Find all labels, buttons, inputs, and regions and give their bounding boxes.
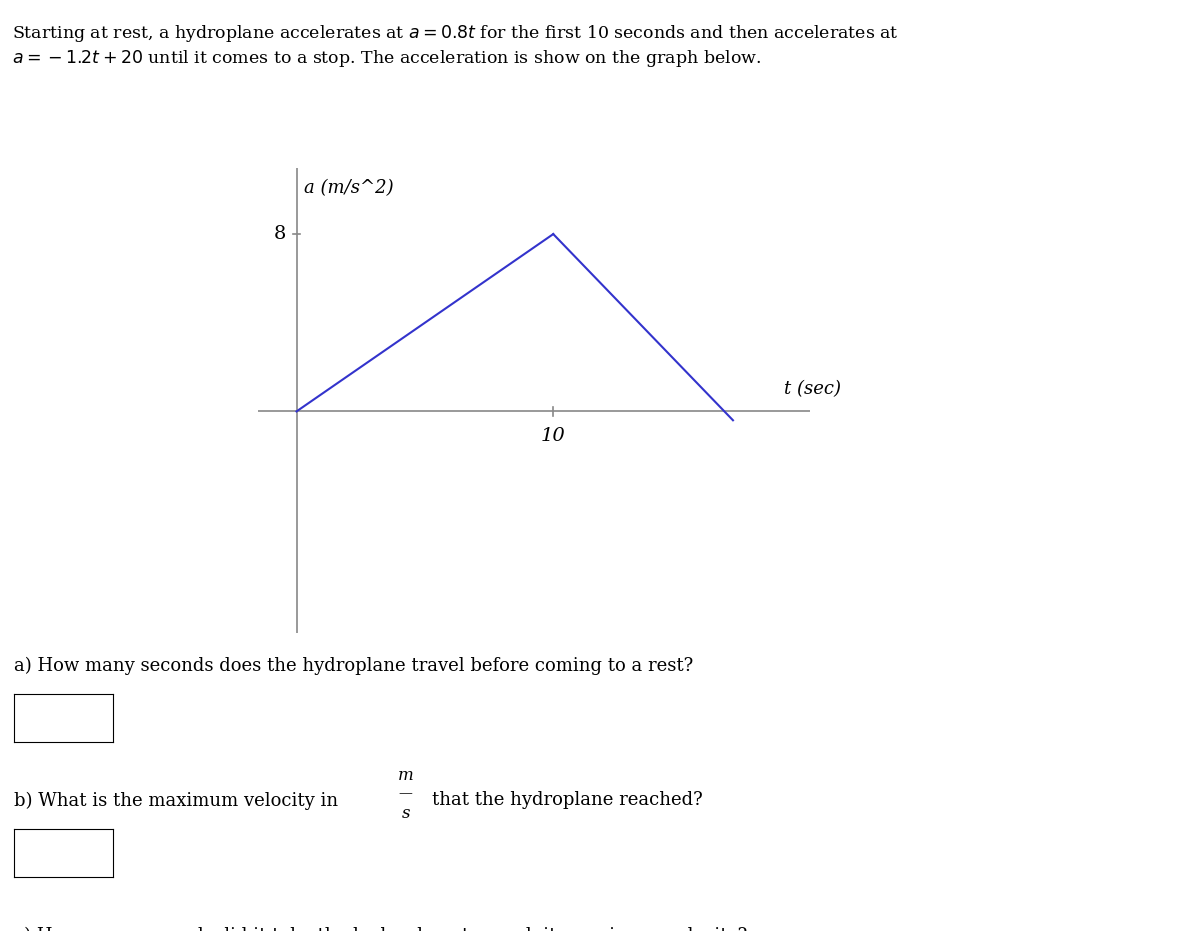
Text: 10: 10 [541, 427, 565, 445]
Text: a) How many seconds does the hydroplane travel before coming to a rest?: a) How many seconds does the hydroplane … [14, 656, 694, 675]
Text: —: — [398, 786, 413, 801]
Text: s: s [401, 805, 410, 822]
Text: t (sec): t (sec) [785, 380, 841, 398]
Text: Starting at rest, a hydroplane accelerates at $a = 0.8t$ for the first 10 second: Starting at rest, a hydroplane accelerat… [12, 23, 899, 45]
Text: that the hydroplane reached?: that the hydroplane reached? [432, 791, 703, 809]
Text: b) What is the maximum velocity in: b) What is the maximum velocity in [14, 791, 338, 810]
Text: m: m [397, 767, 414, 784]
Text: c) How many seconds did it take the hydroplane to reach its maximum velocity?: c) How many seconds did it take the hydr… [14, 926, 748, 931]
Text: a (m/s^2): a (m/s^2) [305, 179, 394, 196]
Text: $a = -1.2t + 20$ until it comes to a stop. The acceleration is show on the graph: $a = -1.2t + 20$ until it comes to a sto… [12, 48, 761, 70]
Text: 8: 8 [274, 225, 287, 243]
